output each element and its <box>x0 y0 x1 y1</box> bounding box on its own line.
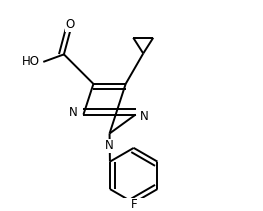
Text: HO: HO <box>22 55 40 68</box>
Text: N: N <box>140 110 149 123</box>
Text: N: N <box>69 106 78 119</box>
Text: F: F <box>130 199 137 211</box>
Text: O: O <box>65 18 75 31</box>
Text: N: N <box>105 139 114 152</box>
